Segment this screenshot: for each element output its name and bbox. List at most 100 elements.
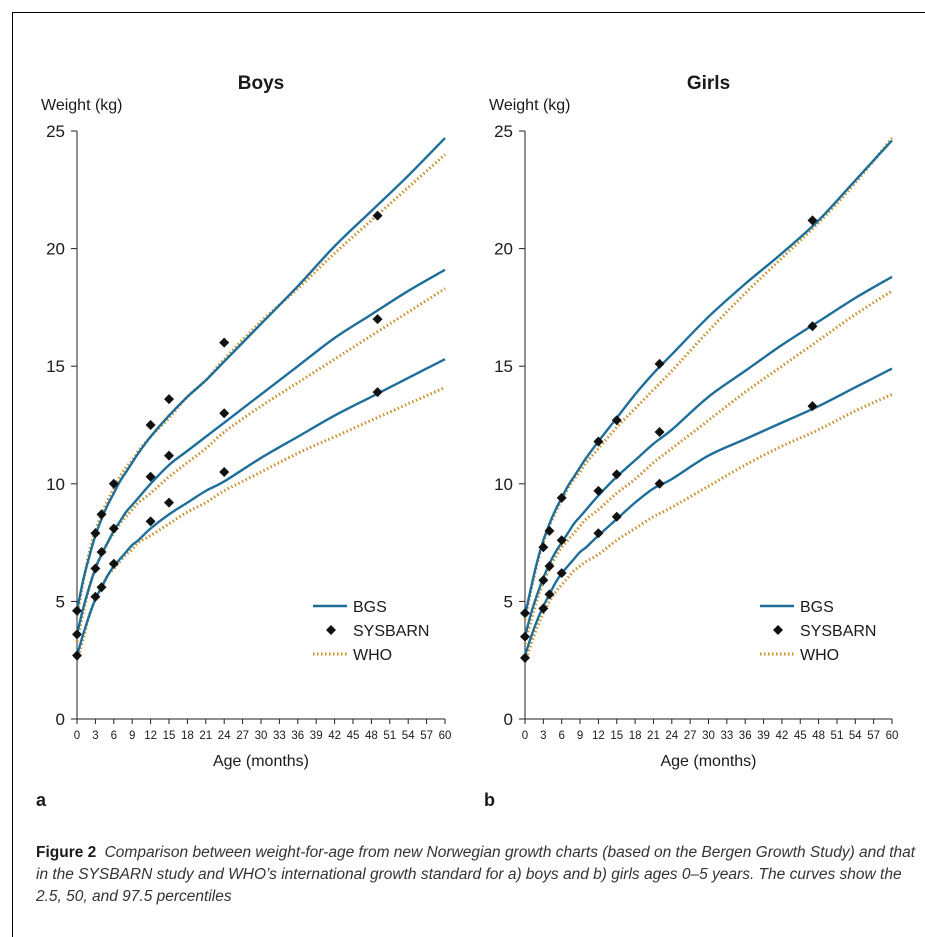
x-tick-label-a: 0: [74, 730, 80, 742]
y-tick-label-a: 10: [46, 475, 65, 494]
y-tick-label-b: 0: [504, 710, 513, 729]
y-axis-label-a: Weight (kg): [41, 97, 123, 114]
x-tick-label-a: 51: [383, 730, 396, 742]
sysbarn-point-b: [544, 525, 555, 536]
chart-title-b: Girls: [687, 73, 730, 94]
sysbarn-point-a: [96, 509, 107, 520]
x-tick-label-a: 9: [129, 730, 135, 742]
sysbarn-point-b: [611, 415, 622, 426]
bgs-p2_5-line-b: [523, 367, 893, 656]
legend-label-sysbarn-a: SYSBARN: [353, 623, 429, 640]
figure-caption: Figure 2 Comparison between weight-for-a…: [36, 842, 916, 908]
x-tick-label-b: 39: [757, 730, 770, 742]
sysbarn-point-a: [90, 528, 101, 539]
legend-swatch-sysbarn-a: [326, 625, 336, 635]
sysbarn-point-a: [72, 605, 82, 616]
x-tick-label-a: 33: [273, 730, 286, 742]
x-tick-label-a: 12: [144, 730, 157, 742]
sysbarn-point-b: [654, 358, 665, 369]
sysbarn-point-b: [611, 511, 622, 522]
sysbarn-point-a: [372, 210, 383, 221]
sysbarn-point-b: [556, 568, 567, 579]
sysbarn-point-b: [538, 575, 549, 586]
caption-label: Figure 2: [36, 844, 97, 861]
x-tick-label-b: 24: [665, 730, 678, 742]
legend-label-bgs-b: BGS: [800, 599, 834, 616]
chart-title-a: Boys: [238, 73, 284, 94]
x-tick-label-b: 57: [867, 730, 880, 742]
sysbarn-point-b: [654, 427, 665, 438]
sysbarn-point-b: [520, 652, 530, 663]
x-tick-label-b: 18: [629, 730, 642, 742]
x-tick-label-a: 57: [420, 730, 433, 742]
sysbarn-point-b: [593, 485, 604, 496]
x-tick-label-a: 6: [111, 730, 117, 742]
sysbarn-point-a: [219, 408, 230, 419]
legend-label-bgs-a: BGS: [353, 599, 387, 616]
y-tick-label-a: 25: [46, 122, 65, 141]
x-tick-label-b: 3: [540, 730, 546, 742]
x-tick-label-b: 51: [831, 730, 844, 742]
sysbarn-point-a: [72, 629, 82, 640]
x-tick-label-a: 27: [236, 730, 249, 742]
x-tick-label-a: 36: [291, 730, 304, 742]
y-tick-label-b: 25: [494, 122, 513, 141]
sysbarn-point-a: [108, 523, 119, 534]
x-tick-label-b: 9: [577, 730, 583, 742]
legend-swatch-sysbarn-b: [773, 625, 783, 635]
sysbarn-point-a: [164, 497, 174, 508]
x-tick-label-a: 18: [181, 730, 194, 742]
x-tick-label-a: 30: [255, 730, 268, 742]
bgs-p50-line-a: [75, 268, 446, 635]
figure-frame: [12, 12, 925, 937]
x-tick-label-b: 30: [702, 730, 715, 742]
sysbarn-point-b: [538, 542, 549, 553]
sysbarn-point-a: [145, 516, 156, 527]
y-tick-label-a: 20: [46, 240, 65, 259]
sysbarn-point-b: [593, 436, 604, 447]
who-p50-line-a: [75, 287, 446, 642]
sysbarn-point-b: [654, 478, 665, 489]
y-tick-label-b: 20: [494, 240, 513, 259]
x-tick-label-a: 42: [328, 730, 341, 742]
x-tick-label-a: 60: [439, 730, 452, 742]
x-tick-label-a: 3: [92, 730, 98, 742]
x-axis-label-b: Age (months): [660, 753, 756, 770]
sysbarn-point-b: [611, 469, 622, 480]
x-tick-label-b: 0: [522, 730, 528, 742]
y-tick-label-a: 5: [56, 592, 65, 611]
sysbarn-point-a: [108, 558, 119, 569]
sysbarn-point-a: [90, 591, 101, 602]
panel-letter-a: a: [36, 790, 47, 810]
legend-label-who-b: WHO: [800, 647, 839, 664]
sysbarn-point-a: [96, 582, 107, 593]
sysbarn-point-a: [219, 337, 230, 348]
sysbarn-point-b: [593, 528, 604, 539]
x-tick-label-a: 45: [347, 730, 360, 742]
sysbarn-point-a: [96, 547, 107, 558]
x-tick-label-b: 33: [720, 730, 733, 742]
sysbarn-point-b: [544, 561, 555, 572]
sysbarn-point-a: [219, 467, 230, 478]
sysbarn-point-b: [807, 215, 818, 226]
y-tick-label-b: 15: [494, 357, 513, 376]
sysbarn-point-b: [520, 608, 530, 619]
x-tick-label-b: 48: [812, 730, 825, 742]
x-tick-label-b: 12: [592, 730, 605, 742]
legend-label-who-a: WHO: [353, 647, 392, 664]
panel-letter-b: b: [484, 790, 495, 810]
sysbarn-point-a: [145, 471, 156, 482]
sysbarn-point-a: [372, 387, 383, 398]
sysbarn-point-b: [538, 603, 549, 614]
sysbarn-point-b: [520, 631, 530, 642]
x-axis-label-a: Age (months): [213, 753, 309, 770]
x-tick-label-b: 36: [739, 730, 752, 742]
x-tick-label-a: 39: [310, 730, 323, 742]
x-tick-label-b: 54: [849, 730, 862, 742]
sysbarn-point-a: [372, 314, 383, 325]
sysbarn-point-b: [556, 535, 567, 546]
sysbarn-point-a: [108, 478, 119, 489]
sysbarn-point-a: [164, 450, 174, 461]
bgs-p97_5-line-b: [523, 139, 893, 616]
